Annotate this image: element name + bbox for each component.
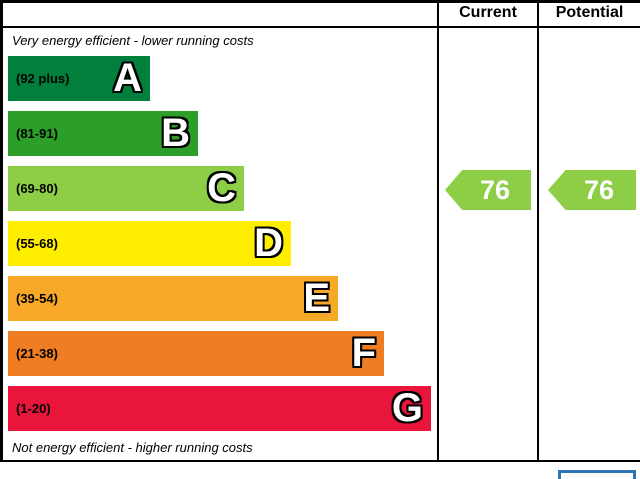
top-caption: Very energy efficient - lower running co… — [12, 33, 254, 48]
band-row-c: (69-80) C — [8, 166, 431, 211]
band-row-g: (1-20) G — [8, 386, 431, 431]
band-letter: G — [391, 386, 423, 430]
band-range-label: (69-80) — [16, 181, 58, 196]
band-letter: D — [254, 221, 283, 265]
potential-rating-value: 76 — [583, 174, 615, 205]
band-row-e: (39-54) E — [8, 276, 431, 321]
top-border — [0, 0, 640, 3]
current-rating-value: 76 — [479, 174, 511, 205]
current-rating-arrow: 76 — [445, 170, 531, 210]
band-letter: E — [303, 276, 330, 320]
band-range-label: (92 plus) — [16, 71, 70, 86]
current-column-divider — [437, 0, 439, 462]
bottom-caption: Not energy efficient - higher running co… — [12, 440, 253, 455]
potential-column-divider — [537, 0, 539, 462]
band-range-label: (81-91) — [16, 126, 58, 141]
band-range-label: (21-38) — [16, 346, 58, 361]
band-bar-c: (69-80) C — [8, 166, 244, 211]
potential-column-header: Potential — [555, 4, 624, 21]
band-bar-d: (55-68) D — [8, 221, 291, 266]
band-letter: C — [207, 166, 236, 210]
left-border — [0, 0, 3, 462]
band-bar-f: (21-38) F — [8, 331, 384, 376]
band-range-label: (39-54) — [16, 291, 58, 306]
rating-bands: (92 plus) A (81-91) B (69-80) C (55-68) D (39-54… — [8, 56, 431, 441]
band-range-label: (1-20) — [16, 401, 51, 416]
band-bar-a: (92 plus) A — [8, 56, 150, 101]
band-row-d: (55-68) D — [8, 221, 431, 266]
current-column-header: Current — [459, 4, 517, 21]
band-letter: F — [351, 331, 376, 375]
band-bar-g: (1-20) G — [8, 386, 431, 431]
header-divider — [0, 26, 640, 28]
band-bar-b: (81-91) B — [8, 111, 198, 156]
band-row-a: (92 plus) A — [8, 56, 431, 101]
band-bar-e: (39-54) E — [8, 276, 338, 321]
band-row-f: (21-38) F — [8, 331, 431, 376]
band-letter: A — [113, 56, 142, 100]
band-range-label: (55-68) — [16, 236, 58, 251]
potential-rating-arrow: 76 — [548, 170, 636, 210]
partial-footer-box — [558, 470, 636, 479]
bottom-divider — [0, 460, 640, 462]
band-letter: B — [161, 111, 190, 155]
band-row-b: (81-91) B — [8, 111, 431, 156]
